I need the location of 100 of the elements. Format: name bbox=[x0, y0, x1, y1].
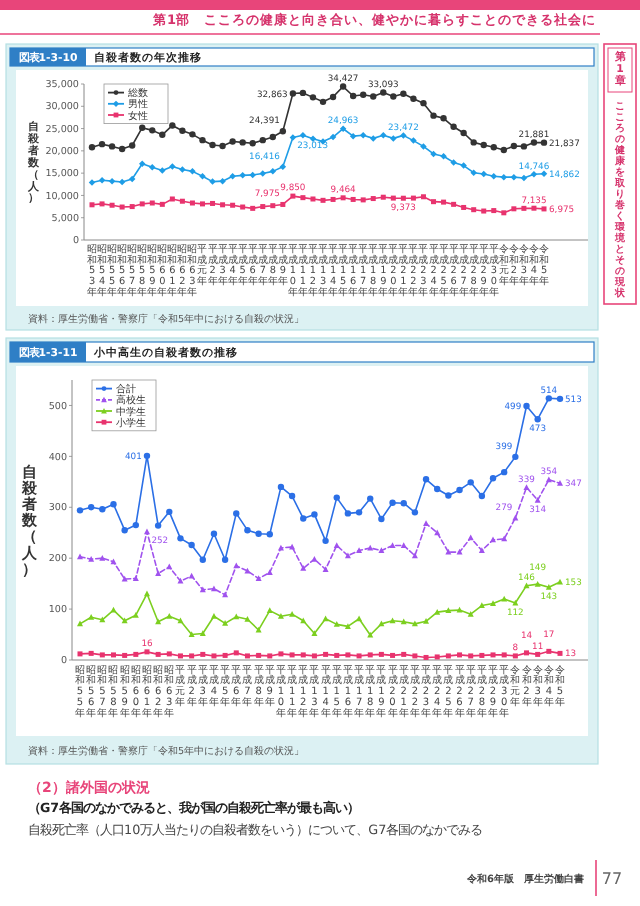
point bbox=[189, 200, 195, 206]
point bbox=[77, 553, 83, 560]
point bbox=[523, 484, 530, 490]
point bbox=[534, 580, 541, 587]
point bbox=[149, 127, 156, 134]
point bbox=[149, 164, 156, 171]
point bbox=[322, 566, 329, 572]
point bbox=[189, 653, 195, 659]
point bbox=[89, 202, 95, 208]
point bbox=[110, 606, 117, 613]
point bbox=[138, 160, 146, 168]
point bbox=[520, 174, 528, 182]
point bbox=[139, 124, 146, 131]
point bbox=[350, 196, 356, 202]
point bbox=[445, 548, 452, 555]
point bbox=[530, 171, 538, 178]
point bbox=[159, 201, 165, 207]
point bbox=[329, 93, 337, 101]
point bbox=[249, 140, 256, 147]
line-series bbox=[89, 193, 547, 216]
point bbox=[423, 654, 429, 660]
point bbox=[144, 649, 150, 655]
point bbox=[233, 650, 239, 656]
point bbox=[169, 163, 176, 170]
point bbox=[460, 162, 467, 169]
point bbox=[478, 547, 485, 554]
point bbox=[177, 577, 184, 584]
point bbox=[299, 89, 307, 97]
point bbox=[410, 95, 417, 102]
point bbox=[277, 483, 285, 491]
point bbox=[289, 90, 297, 97]
point bbox=[345, 652, 351, 658]
point bbox=[199, 556, 206, 563]
point bbox=[355, 509, 363, 516]
point bbox=[450, 159, 457, 166]
point bbox=[270, 203, 276, 209]
point bbox=[512, 453, 519, 461]
point bbox=[154, 522, 162, 529]
point bbox=[200, 651, 206, 657]
point bbox=[420, 143, 427, 150]
point bbox=[471, 207, 477, 213]
point bbox=[349, 132, 357, 140]
point bbox=[434, 654, 440, 660]
point bbox=[110, 501, 117, 508]
point bbox=[520, 143, 528, 150]
point bbox=[189, 168, 196, 175]
point bbox=[277, 612, 284, 619]
point bbox=[108, 143, 116, 150]
point bbox=[557, 650, 563, 656]
point bbox=[523, 582, 530, 589]
point bbox=[400, 195, 406, 201]
point bbox=[400, 90, 407, 98]
point bbox=[490, 652, 496, 658]
point bbox=[467, 479, 474, 486]
point bbox=[470, 169, 477, 176]
point bbox=[478, 492, 486, 500]
point bbox=[280, 201, 286, 207]
point bbox=[169, 122, 176, 129]
point bbox=[545, 583, 552, 590]
point bbox=[210, 585, 217, 592]
point bbox=[460, 129, 467, 137]
point bbox=[239, 172, 246, 179]
point bbox=[240, 204, 246, 210]
point bbox=[88, 650, 94, 656]
point bbox=[179, 198, 185, 204]
point bbox=[222, 620, 229, 626]
point bbox=[541, 206, 547, 212]
point bbox=[260, 204, 266, 210]
point bbox=[133, 651, 139, 657]
point bbox=[430, 112, 437, 119]
point bbox=[98, 140, 106, 148]
point bbox=[441, 199, 447, 205]
point bbox=[440, 152, 447, 160]
point bbox=[390, 195, 396, 201]
point bbox=[155, 651, 161, 657]
point bbox=[557, 480, 563, 486]
point bbox=[400, 542, 407, 548]
point bbox=[323, 651, 329, 657]
point bbox=[380, 194, 386, 200]
point bbox=[177, 535, 184, 542]
point bbox=[300, 652, 306, 658]
point bbox=[210, 530, 218, 537]
point bbox=[159, 131, 166, 139]
point bbox=[289, 610, 296, 617]
point bbox=[220, 202, 226, 208]
point bbox=[412, 653, 418, 659]
point bbox=[501, 652, 507, 658]
point bbox=[122, 652, 128, 658]
point bbox=[118, 178, 126, 186]
point bbox=[468, 653, 474, 659]
point bbox=[179, 127, 186, 134]
point bbox=[244, 526, 251, 534]
point bbox=[401, 651, 407, 657]
point bbox=[510, 142, 518, 150]
point bbox=[311, 511, 318, 518]
point bbox=[334, 652, 340, 658]
point bbox=[277, 544, 284, 551]
point bbox=[119, 204, 125, 210]
point bbox=[411, 509, 419, 516]
point bbox=[478, 602, 485, 609]
